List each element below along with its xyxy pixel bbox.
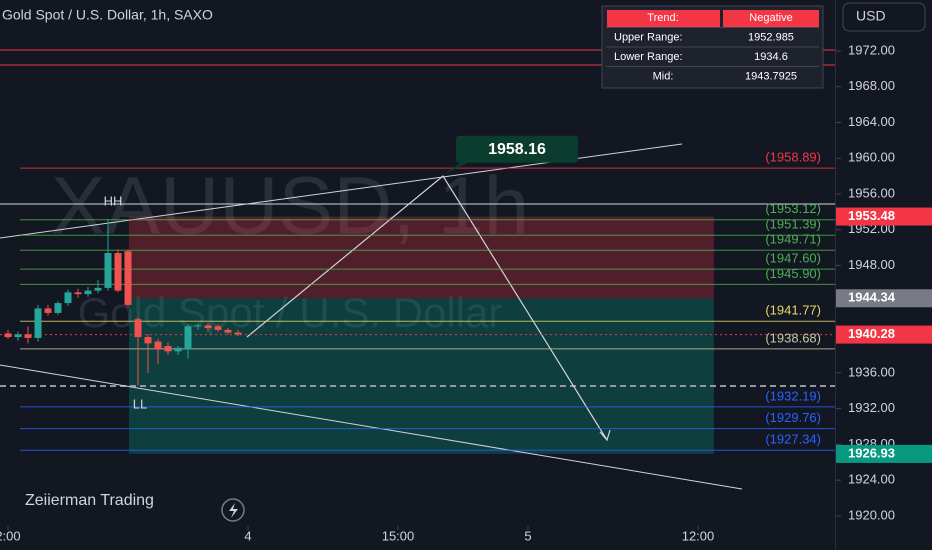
x-tick-label: 15:00 [382, 528, 415, 543]
price-badge [836, 325, 932, 344]
trend-table: Trend: Negative Upper Range: 1952.985 Lower … [601, 5, 824, 89]
x-tick-label: 5 [524, 528, 531, 543]
candle-body [194, 325, 202, 327]
level-label: (1929.76) [765, 410, 821, 425]
replay-icon[interactable] [221, 498, 245, 522]
level-label: (1945.90) [765, 266, 821, 281]
table-cell: Mid: [653, 70, 674, 82]
currency-label[interactable]: USD [856, 8, 886, 24]
price-badge [836, 207, 932, 226]
level-label: (1949.71) [765, 232, 821, 247]
candle-body [144, 337, 152, 344]
currency-button-box[interactable] [842, 2, 926, 32]
x-tick-label: 12:00 [682, 528, 715, 543]
x-tick-label: 4 [244, 528, 251, 543]
candle-body [204, 325, 212, 329]
candle-body [44, 308, 52, 313]
table-header-cell [723, 10, 819, 27]
table-cell: Negative [749, 12, 792, 24]
level-label: (1951.39) [765, 217, 821, 232]
candle-body [154, 341, 162, 350]
zone-layer [129, 216, 714, 454]
candle-body [124, 251, 132, 305]
level-label: (1927.34) [765, 432, 821, 447]
price-badge-label: 1940.28 [848, 326, 895, 341]
table-cell: Lower Range: [614, 51, 683, 63]
chart-title: Gold Spot / U.S. Dollar, 1h, SAXO [2, 7, 213, 23]
sell-zone [129, 216, 714, 299]
candle-body [4, 333, 12, 338]
candle-body [184, 326, 192, 350]
y-tick-label: 1932.00 [848, 400, 895, 415]
candle-body [24, 334, 32, 338]
y-tick-label: 1968.00 [848, 78, 895, 93]
candle-body [74, 292, 82, 295]
arrow-head [599, 429, 611, 442]
target-callout [456, 135, 578, 163]
x-tick-label: 2:00 [0, 528, 21, 543]
brand: Zeiierman Trading [25, 492, 154, 509]
level-label: (1938.68) [765, 330, 821, 345]
candle-body [134, 319, 142, 338]
candle-body [14, 334, 22, 338]
y-tick-label: 1960.00 [848, 150, 895, 165]
target-pointer [443, 161, 470, 175]
axis-layer: 1920.001924.001928.001932.001936.001940.… [0, 42, 932, 543]
candle-body [34, 308, 42, 338]
level-label: (1932.19) [765, 388, 821, 403]
candle-body [94, 287, 102, 291]
level-label: (1941.77) [765, 303, 821, 318]
candle-body [64, 292, 72, 304]
candle-body [54, 303, 62, 313]
projection-path [246, 175, 608, 441]
level-label: (1953.12) [765, 201, 821, 216]
candle-body [104, 253, 112, 288]
price-badge-label: 1953.48 [848, 208, 895, 223]
currency-button[interactable]: USD [842, 2, 926, 32]
target-zone [129, 298, 714, 454]
swing-label: HH [104, 193, 123, 208]
candle-body [114, 253, 122, 291]
price-badge [836, 444, 932, 463]
y-tick-label: 1956.00 [848, 185, 895, 200]
candle-body [84, 290, 92, 295]
table-cell: 1943.7925 [745, 70, 797, 82]
price-badge [836, 289, 932, 308]
level-label: (1958.89) [765, 150, 821, 165]
candle-body [234, 332, 242, 335]
y-tick-label: 1920.00 [848, 507, 895, 522]
table-header-cell [607, 10, 720, 27]
candle-body [214, 326, 222, 330]
candle-body [224, 329, 232, 333]
channel-lower [0, 364, 743, 490]
table-cell: 1934.6 [754, 51, 788, 63]
table-cell: Trend: [647, 12, 678, 24]
y-tick-label: 1964.00 [848, 114, 895, 129]
price-badge-label: 1926.93 [848, 445, 895, 460]
swing-label: LL [133, 396, 147, 411]
candle-body [164, 346, 172, 352]
y-tick-label: 1972.00 [848, 42, 895, 57]
y-tick-label: 1936.00 [848, 364, 895, 379]
label-layer: HH LL Zeiierman Trading Gold Spot / U.S.… [2, 7, 821, 522]
replay-icon-bolt [229, 503, 238, 518]
candle-layer [4, 219, 242, 386]
level-label: (1947.60) [765, 251, 821, 266]
table-cell: 1952.985 [748, 31, 794, 43]
y-tick-label: 1924.00 [848, 472, 895, 487]
price-badge-label: 1944.34 [848, 290, 896, 305]
y-tick-label: 1948.00 [848, 257, 895, 272]
watermark-subtitle: Gold Spot / U.S. Dollar [78, 289, 503, 336]
candle-body [174, 347, 182, 352]
target-label: 1958.16 [488, 141, 546, 158]
table-cell: Upper Range: [614, 31, 683, 43]
